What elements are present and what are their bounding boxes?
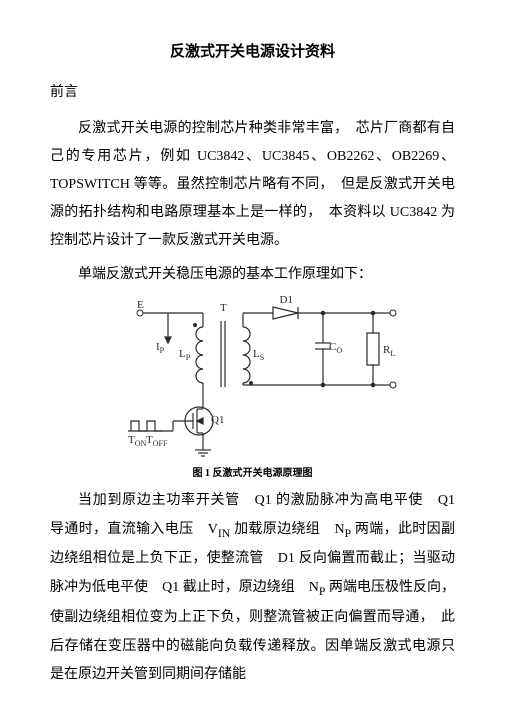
svg-text:LS: LS	[253, 348, 264, 362]
svg-text:TOFF: TOFF	[146, 434, 168, 448]
paragraph-2: 单端反激式开关稳压电源的基本工作原理如下：	[50, 261, 455, 289]
circuit-figure: E D1 CO RL Q1 IP LP LS T TONTOFF	[50, 295, 455, 460]
svg-text:IP: IP	[156, 341, 165, 355]
svg-text:RL: RL	[383, 344, 395, 358]
preface-heading: 前言	[50, 81, 455, 101]
svg-text:D1: D1	[279, 295, 292, 306]
main-chip: UC3842	[390, 205, 437, 220]
paragraph-3: 当加到原边主功率开关管 Q1 的激励脉冲为高电平使 Q1 导通时，直流输入电压 …	[50, 487, 455, 690]
svg-text:CO: CO	[329, 341, 342, 355]
figure-caption: 图 1 反激式开关电源原理图	[50, 464, 455, 479]
svg-text:Q1: Q1	[211, 414, 224, 426]
svg-text:E: E	[137, 299, 144, 311]
svg-text:LP: LP	[179, 348, 191, 362]
page-title: 反激式开关电源设计资料	[50, 40, 455, 61]
flyback-circuit-diagram: E D1 CO RL Q1 IP LP LS T TONTOFF	[98, 295, 408, 460]
svg-text:TON: TON	[128, 434, 147, 448]
svg-text:T: T	[220, 302, 227, 314]
paragraph-1: 反激式开关电源的控制芯片种类非常丰富， 芯片厂商都有自己的专用芯片，例如 UC3…	[50, 115, 455, 255]
